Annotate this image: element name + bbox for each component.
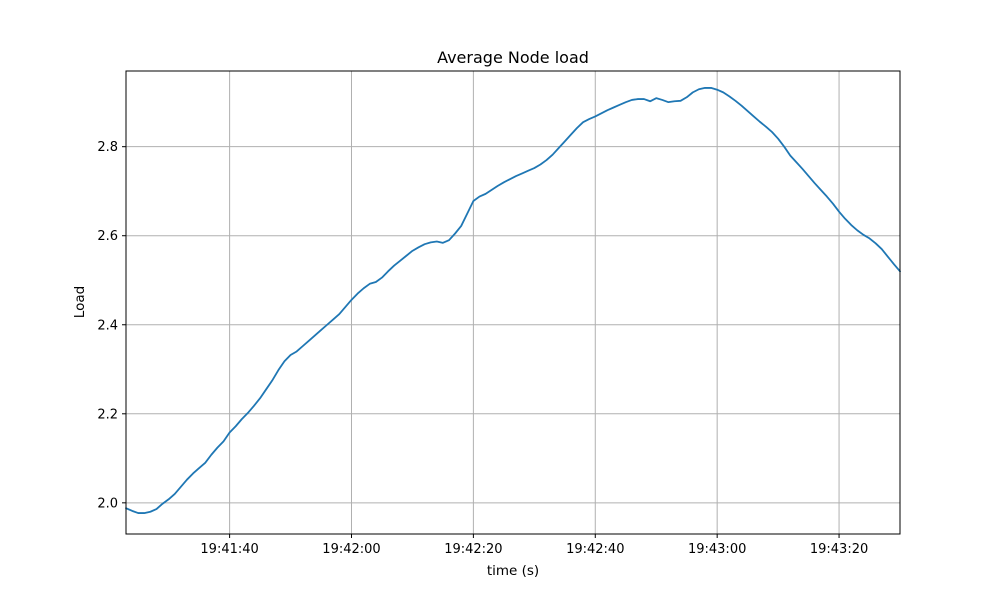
x-tick-label: 19:43:00 <box>688 542 746 557</box>
x-tick-label: 19:41:40 <box>200 542 258 557</box>
gridlines <box>126 71 900 534</box>
x-tick-label: 19:42:00 <box>322 542 380 557</box>
y-tick-label: 2.0 <box>97 496 118 511</box>
load-line <box>125 87 901 514</box>
y-tick-label: 2.2 <box>97 407 118 422</box>
x-tick-label: 19:42:40 <box>566 542 624 557</box>
y-axis-label: Load <box>72 286 88 318</box>
axis-tick-labels: 19:41:40 19:42:00 19:42:20 19:42:40 19:43:00… <box>97 140 868 557</box>
plot-border <box>125 70 901 535</box>
y-tick-label: 2.4 <box>97 318 118 333</box>
axis-ticks <box>122 146 840 538</box>
x-tick-label: 19:43:20 <box>810 542 868 557</box>
y-tick-label: 2.6 <box>97 229 118 244</box>
data-series <box>125 87 901 514</box>
chart-title: Average Node load <box>437 48 589 67</box>
y-tick-label: 2.8 <box>97 140 118 155</box>
x-tick-label: 19:42:20 <box>444 542 502 557</box>
x-axis-label: time (s) <box>487 563 539 579</box>
